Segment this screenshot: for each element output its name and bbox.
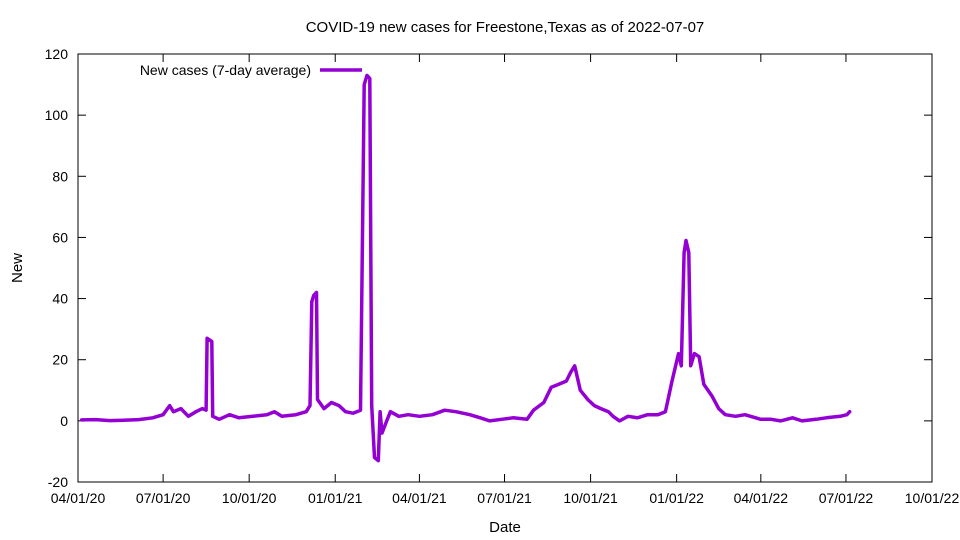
legend-label: New cases (7-day average) xyxy=(140,62,311,78)
x-tick-label: 04/01/21 xyxy=(392,490,447,506)
y-tick-label: -20 xyxy=(48,474,68,490)
x-tick-label: 10/01/22 xyxy=(905,490,960,506)
x-tick-label: 07/01/22 xyxy=(819,490,874,506)
plot-frame xyxy=(77,53,933,483)
x-tick-label: 04/01/20 xyxy=(51,490,106,506)
y-tick-label: 120 xyxy=(45,46,69,62)
legend: New cases (7-day average) xyxy=(140,62,362,78)
series-line-new-cases xyxy=(79,73,852,463)
x-axis-ticks: 04/01/20 07/01/20 10/01/20 01/01/21 04/01/21… xyxy=(51,54,960,506)
y-tick-label: 80 xyxy=(52,168,68,184)
x-tick-label: 01/01/22 xyxy=(649,490,704,506)
y-tick-label: 0 xyxy=(60,413,68,429)
x-tick-label: 01/01/21 xyxy=(308,490,363,506)
y-tick-label: 40 xyxy=(52,291,68,307)
y-axis-label: New xyxy=(9,253,26,283)
x-axis-label: Date xyxy=(489,519,521,536)
x-tick-label: 07/01/20 xyxy=(136,490,191,506)
x-tick-label: 07/01/21 xyxy=(477,490,532,506)
chart-title: COVID-19 new cases for Freestone,Texas a… xyxy=(306,19,705,36)
y-tick-label: 100 xyxy=(45,107,69,123)
x-tick-label: 10/01/21 xyxy=(563,490,618,506)
y-axis-ticks: -20 0 20 40 60 80 100 120 xyxy=(45,46,932,490)
x-tick-label: 10/01/20 xyxy=(222,490,277,506)
y-tick-label: 20 xyxy=(52,352,68,368)
y-tick-label: 60 xyxy=(52,229,68,245)
x-tick-label: 04/01/22 xyxy=(734,490,789,506)
